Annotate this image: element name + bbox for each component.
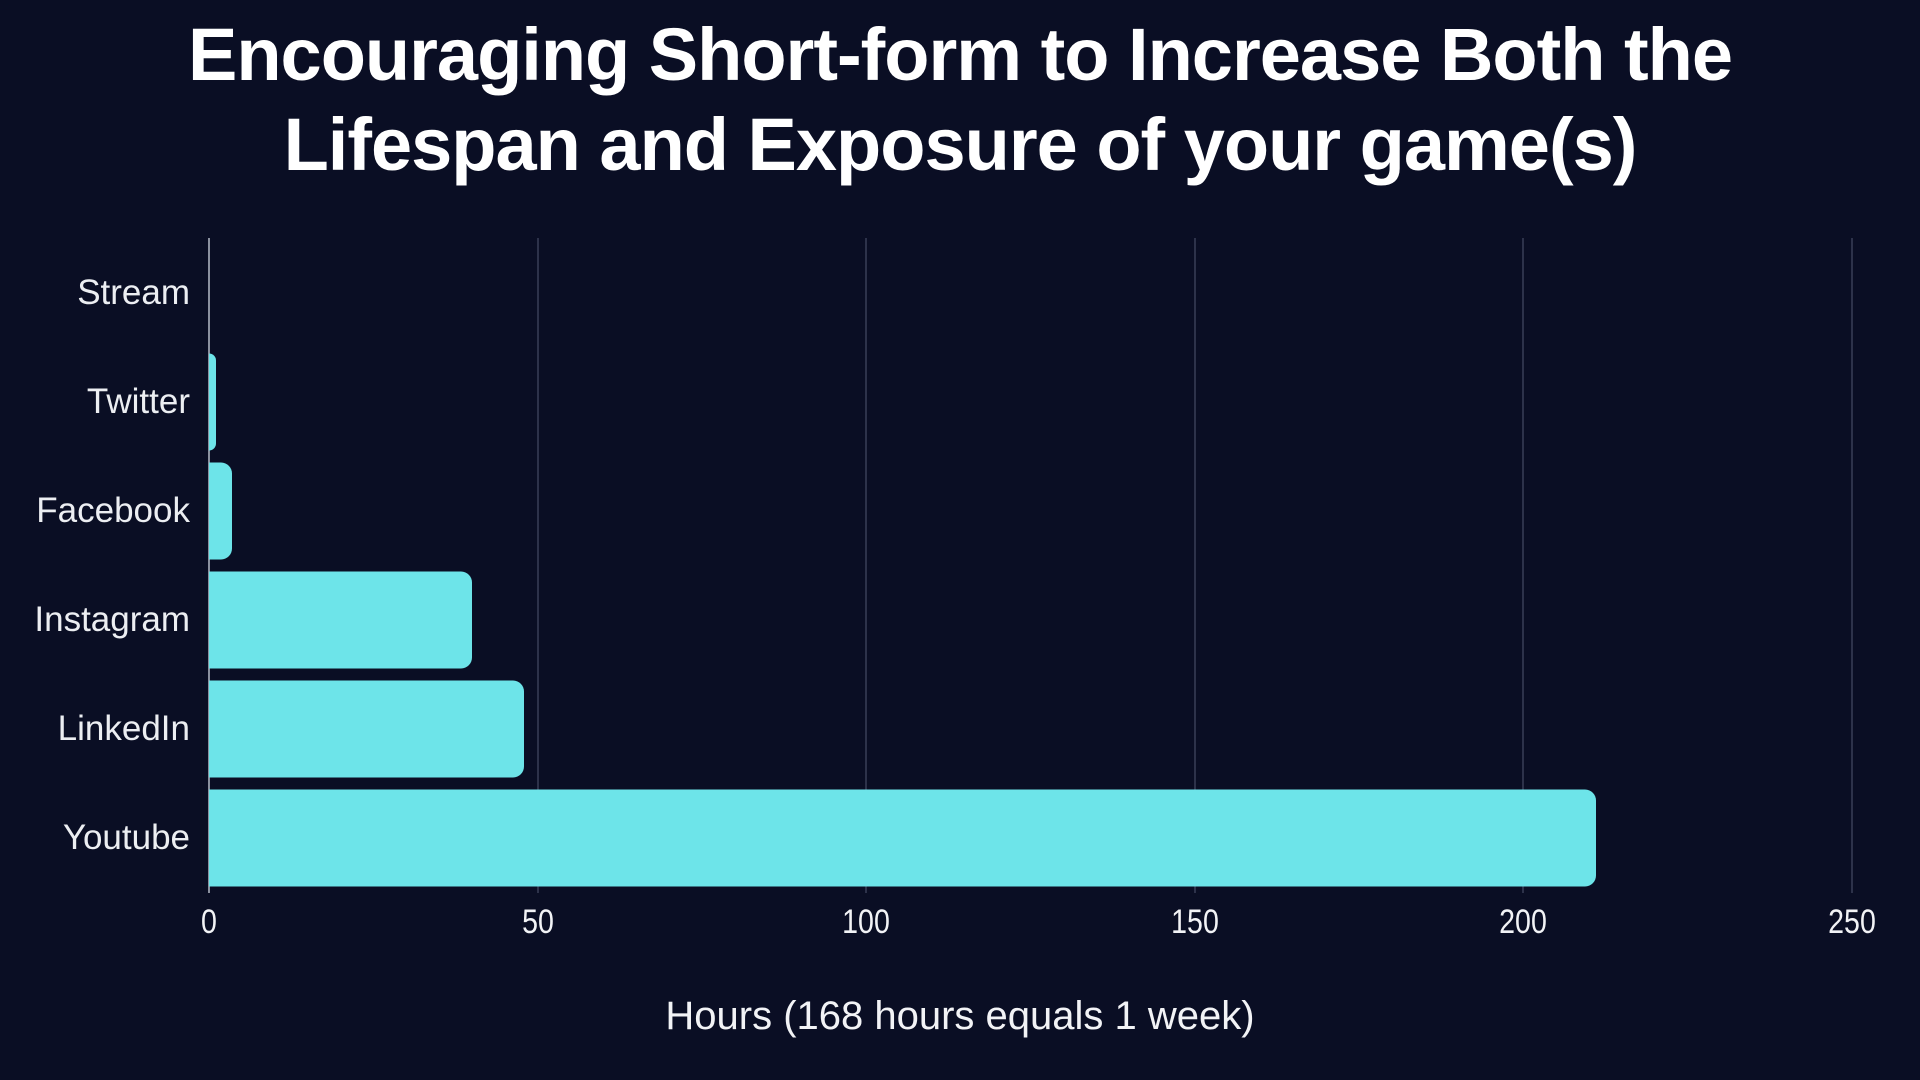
bar-facebook (209, 462, 232, 560)
gridline-x-200 (1522, 238, 1525, 893)
gridline-x-100 (865, 238, 868, 893)
gridline-x-50 (536, 238, 539, 893)
bar-row-stream: Stream (77, 238, 1852, 347)
chart-title-line-1: Encouraging Short-form to Increase Both … (188, 13, 1733, 96)
plot-area: Stream Twitter Facebook Instagram LinkedIn Yo… (34, 238, 1853, 893)
x-axis-ticks: 0 50 100 150 200 250 (201, 903, 1876, 949)
bar-row-linkedin: LinkedIn (58, 675, 1852, 784)
category-label-twitter: Twitter (86, 381, 190, 421)
gridline-x-250 (1851, 238, 1853, 893)
category-label-facebook: Facebook (36, 490, 190, 530)
category-label-stream: Stream (77, 272, 190, 312)
category-label-linkedin: LinkedIn (57, 709, 190, 749)
bar-instagram (209, 571, 472, 669)
chart-title-line-2: Lifespan and Exposure of your game(s) (283, 103, 1638, 187)
x-tick-label-100: 100 (842, 903, 891, 941)
bar-youtube (209, 789, 1596, 887)
x-tick-label-150: 150 (1170, 903, 1219, 941)
bar-row-twitter: Twitter (87, 347, 1852, 456)
bar-row-facebook: Facebook (36, 456, 1852, 565)
x-tick-label-250: 250 (1828, 903, 1876, 941)
x-tick-label-50: 50 (521, 903, 554, 941)
category-label-instagram: Instagram (34, 600, 190, 640)
bar-row-instagram: Instagram (34, 566, 1852, 675)
gridline-x-150 (1193, 238, 1196, 893)
bar-twitter (209, 353, 216, 451)
x-tick-label-200: 200 (1499, 903, 1548, 941)
x-tick-label-0: 0 (201, 903, 217, 941)
x-axis-label: Hours (168 hours equals 1 week) (665, 994, 1255, 1038)
chart-title: Encouraging Short-form to Increase Both … (0, 10, 1920, 191)
y-axis-line (208, 238, 210, 893)
bar-row-youtube: Youtube (63, 784, 1852, 893)
bar-rows: Stream Twitter Facebook Instagram LinkedIn Yo… (34, 238, 1852, 893)
category-label-youtube: Youtube (62, 818, 190, 858)
bar-linkedin (209, 680, 525, 778)
